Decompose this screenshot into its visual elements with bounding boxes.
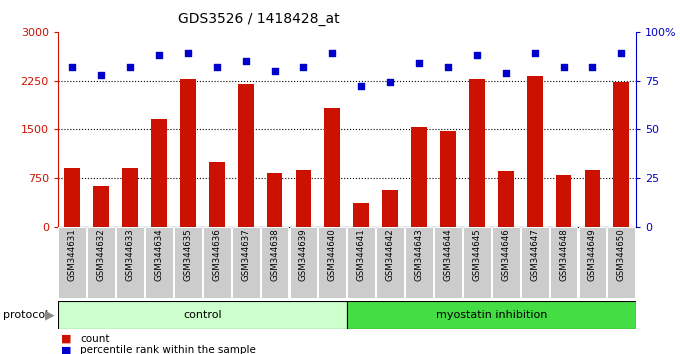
Point	[413, 60, 424, 66]
FancyBboxPatch shape	[521, 227, 549, 298]
Bar	[267, 173, 282, 227]
Text: GSM344650: GSM344650	[617, 229, 626, 281]
Text: GSM344632: GSM344632	[97, 229, 105, 281]
Text: GSM344647: GSM344647	[530, 229, 539, 281]
Point	[327, 51, 338, 56]
Point	[471, 52, 482, 58]
Text: GSM344641: GSM344641	[357, 229, 366, 281]
Text: myostatin inhibition: myostatin inhibition	[436, 310, 547, 320]
Point	[385, 80, 396, 85]
Bar	[354, 202, 369, 227]
Bar	[556, 175, 571, 227]
FancyBboxPatch shape	[463, 227, 491, 298]
FancyBboxPatch shape	[549, 227, 577, 298]
Point	[558, 64, 569, 70]
Point	[67, 64, 78, 70]
Bar	[122, 168, 138, 227]
FancyBboxPatch shape	[260, 227, 288, 298]
Point	[269, 68, 280, 74]
Text: percentile rank within the sample: percentile rank within the sample	[80, 346, 256, 354]
FancyBboxPatch shape	[492, 227, 520, 298]
Text: GSM344644: GSM344644	[443, 229, 452, 281]
Bar	[585, 170, 600, 227]
Text: ▶: ▶	[45, 309, 54, 321]
Text: ■: ■	[61, 346, 71, 354]
Bar	[65, 168, 80, 227]
Point	[211, 64, 222, 70]
Bar	[151, 120, 167, 227]
Text: GSM344639: GSM344639	[299, 229, 308, 281]
FancyBboxPatch shape	[405, 227, 433, 298]
Point	[443, 64, 454, 70]
Point	[500, 70, 511, 76]
Point	[616, 51, 627, 56]
Bar	[347, 301, 636, 329]
Text: GSM344631: GSM344631	[68, 229, 77, 281]
Point	[240, 58, 251, 64]
FancyBboxPatch shape	[579, 227, 607, 298]
Bar	[238, 84, 254, 227]
Point	[587, 64, 598, 70]
Point	[124, 64, 135, 70]
Text: GSM344645: GSM344645	[473, 229, 481, 281]
Text: GSM344648: GSM344648	[559, 229, 568, 281]
Point	[298, 64, 309, 70]
Text: protocol: protocol	[3, 310, 49, 320]
Text: GSM344640: GSM344640	[328, 229, 337, 281]
FancyBboxPatch shape	[58, 227, 86, 298]
Bar	[296, 170, 311, 227]
Bar	[382, 190, 398, 227]
FancyBboxPatch shape	[347, 227, 375, 298]
Text: GSM344643: GSM344643	[415, 229, 424, 281]
Point	[154, 52, 165, 58]
Bar	[527, 76, 543, 227]
Text: GSM344635: GSM344635	[184, 229, 192, 281]
Bar	[469, 79, 485, 227]
FancyBboxPatch shape	[376, 227, 404, 298]
FancyBboxPatch shape	[232, 227, 260, 298]
Point	[182, 51, 193, 56]
Bar	[58, 301, 347, 329]
Text: GSM344638: GSM344638	[270, 229, 279, 281]
Bar	[411, 127, 427, 227]
Point	[96, 72, 107, 78]
Point	[529, 51, 540, 56]
Bar	[324, 108, 340, 227]
Bar	[613, 82, 629, 227]
Text: ■: ■	[61, 334, 71, 344]
Text: GSM344634: GSM344634	[154, 229, 163, 281]
Text: GDS3526 / 1418428_at: GDS3526 / 1418428_at	[177, 12, 339, 27]
Text: GSM344637: GSM344637	[241, 229, 250, 281]
Text: GSM344636: GSM344636	[212, 229, 221, 281]
Bar	[93, 186, 109, 227]
Bar	[498, 171, 513, 227]
FancyBboxPatch shape	[318, 227, 346, 298]
Text: GSM344633: GSM344633	[126, 229, 135, 281]
Text: count: count	[80, 334, 109, 344]
Text: GSM344649: GSM344649	[588, 229, 597, 281]
Point	[356, 84, 367, 89]
FancyBboxPatch shape	[203, 227, 231, 298]
Text: GSM344646: GSM344646	[501, 229, 510, 281]
FancyBboxPatch shape	[116, 227, 144, 298]
Text: GSM344642: GSM344642	[386, 229, 394, 281]
Bar	[440, 131, 456, 227]
Text: control: control	[183, 310, 222, 320]
Bar	[180, 79, 196, 227]
FancyBboxPatch shape	[145, 227, 173, 298]
FancyBboxPatch shape	[434, 227, 462, 298]
Bar	[209, 162, 224, 227]
FancyBboxPatch shape	[290, 227, 318, 298]
FancyBboxPatch shape	[87, 227, 115, 298]
FancyBboxPatch shape	[174, 227, 202, 298]
FancyBboxPatch shape	[607, 227, 635, 298]
